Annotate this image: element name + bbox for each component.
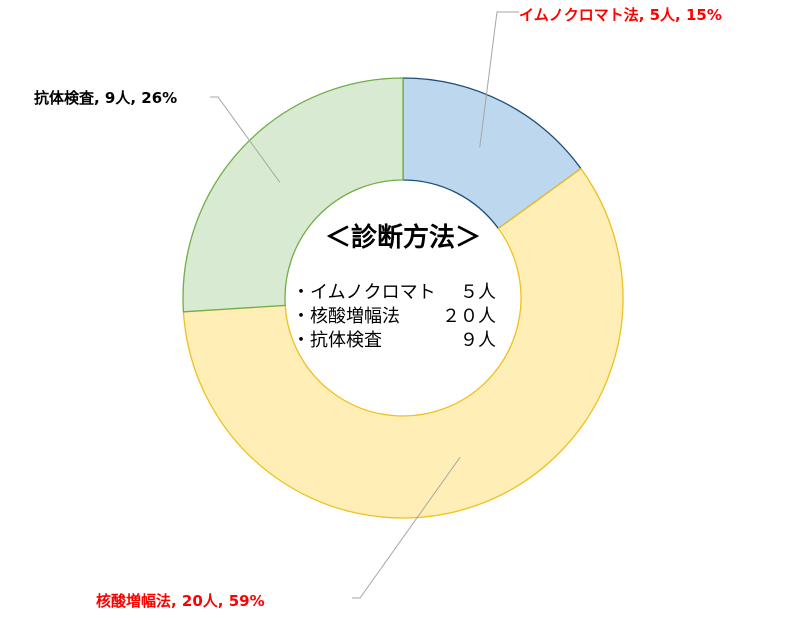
leader-line-slice-antibody (210, 96, 281, 183)
center-line-3-name: ・抗体検査 (292, 330, 382, 351)
leader-line-slice-immunochromatography (479, 11, 519, 148)
center-title: ＜診断方法＞ (325, 222, 481, 253)
slice-label-nucleic-acid: 核酸増幅法, 20人, 59% (96, 592, 265, 610)
slice-antibody (182, 77, 404, 313)
slice-label-antibody: 抗体検査, 9人, 26% (34, 89, 177, 107)
center-line-1-count: ５人 (460, 282, 496, 303)
donut-slices (182, 77, 624, 519)
center-line-1-name: ・イムノクロマト (292, 282, 436, 303)
center-line-2-count: ２０人 (442, 306, 496, 327)
slice-label-immunochromatography: イムノクロマト法, 5人, 15% (519, 6, 722, 24)
slice-nucleic-acid (182, 167, 624, 519)
center-line-2-name: ・核酸増幅法 (292, 306, 400, 327)
center-line-3-count: ９人 (460, 330, 496, 351)
leader-line-slice-nucleic-acid (352, 456, 461, 599)
leader-lines (210, 11, 519, 599)
